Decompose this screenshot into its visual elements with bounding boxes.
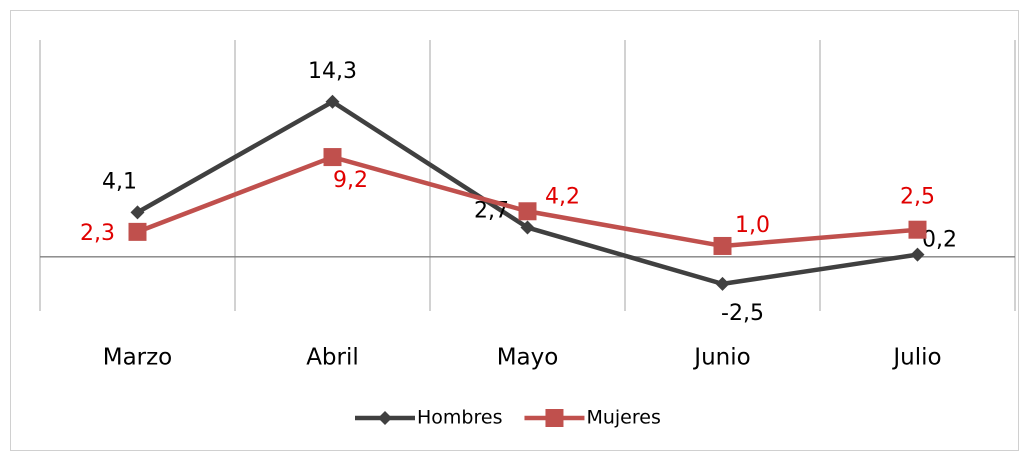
legend-marker: [378, 411, 392, 425]
data-label: 1,0: [735, 213, 770, 238]
legend-label: Mujeres: [586, 407, 660, 429]
x-tick-label: Marzo: [103, 345, 173, 371]
data-label: 2,3: [80, 221, 115, 246]
data-point: [128, 222, 147, 241]
data-point: [518, 202, 537, 221]
data-point: [520, 220, 535, 235]
data-label: 0,2: [922, 228, 957, 253]
data-label: 4,2: [545, 184, 580, 209]
data-label: 14,3: [308, 59, 357, 84]
chart-frame: [10, 10, 1019, 451]
data-label: -2,5: [721, 301, 764, 326]
data-point: [713, 236, 732, 255]
data-label: 2,5: [900, 185, 935, 210]
x-tick-label: Julio: [891, 345, 941, 371]
x-tick-label: Mayo: [497, 345, 559, 371]
legend-label: Hombres: [417, 407, 502, 429]
data-label: 4,1: [102, 169, 137, 194]
x-tick-label: Abril: [306, 345, 359, 371]
data-point: [323, 148, 342, 167]
data-point: [130, 205, 145, 220]
data-point: [325, 94, 340, 109]
data-point: [910, 247, 925, 262]
data-point: [908, 220, 927, 239]
data-point: [715, 276, 730, 291]
x-tick-label: Junio: [692, 345, 750, 371]
data-label: 9,2: [333, 168, 368, 193]
legend-marker: [545, 409, 564, 427]
